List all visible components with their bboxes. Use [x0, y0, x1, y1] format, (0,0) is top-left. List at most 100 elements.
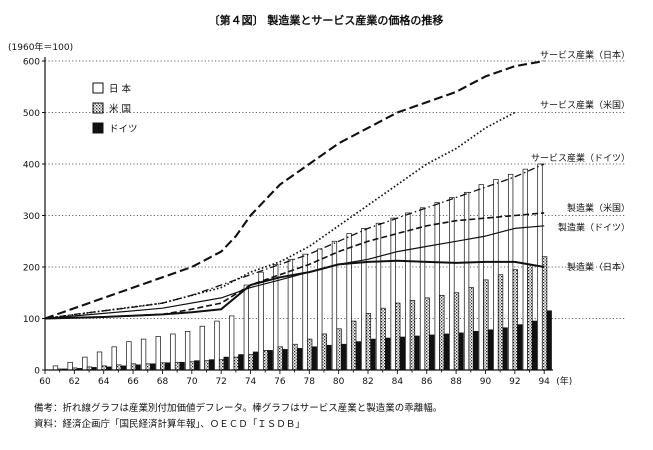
bar-ドイツ-92: [517, 324, 523, 371]
line-サービス産業-日本: [44, 59, 545, 320]
bar-米国-66: [130, 363, 137, 371]
bar-米国-86: [424, 297, 430, 371]
bar-米国-64: [101, 365, 107, 371]
bar-ドイツ-77: [296, 348, 303, 371]
bar-米国-69: [174, 361, 181, 371]
y-tick-label-200: 200: [23, 264, 40, 274]
bar-米国-85: [409, 300, 416, 371]
y-tick-label-0: 0: [34, 367, 40, 377]
bar-米国-94: [541, 256, 548, 371]
y-tick-label-400: 400: [23, 161, 40, 171]
bar-ドイツ-74: [252, 351, 259, 371]
line-series-group: [44, 59, 545, 320]
x-tick-label-66: 66: [127, 377, 139, 387]
bar-ドイツ-72: [223, 356, 229, 371]
bar-ドイツ-91: [502, 327, 508, 371]
series-label-製造業-米国: 製造業（米国）: [567, 202, 630, 214]
bar-ドイツ-75: [267, 350, 273, 371]
bar-米国-78: [307, 338, 313, 371]
bar-米国-76: [277, 346, 283, 371]
bar-日本-80: [331, 240, 338, 371]
bar-米国-79: [321, 333, 328, 371]
bar-日本-83: [375, 222, 382, 371]
bar-日本-67: [140, 338, 147, 371]
line-サービス産業-ドイツ: [44, 163, 545, 320]
bar-日本-92: [507, 173, 514, 371]
bar-ドイツ-70: [194, 360, 200, 371]
series-label-製造業-ドイツ: 製造業（ドイツ）: [558, 221, 630, 233]
bar-日本-91: [493, 179, 499, 371]
bar-series-group: [52, 163, 552, 371]
x-tick-label-72: 72: [215, 377, 226, 387]
bar-ドイツ-73: [238, 354, 244, 371]
bar-米国-81: [351, 320, 357, 371]
bar-ドイツ-78: [311, 346, 317, 371]
x-tick-label-74: 74: [245, 377, 257, 387]
x-tick-label-88: 88: [450, 377, 462, 387]
series-label-group: サービス産業（日本） サービス産業（米国） サービス産業（ドイツ） 製造業（米国） 製造…: [531, 49, 630, 273]
bar-米国-67: [145, 363, 151, 371]
bar-ドイツ-67: [150, 363, 156, 371]
bar-ドイツ-76: [282, 349, 288, 371]
y-tick-label-100: 100: [23, 315, 40, 325]
bar-ドイツ-68: [164, 362, 171, 371]
bar-ドイツ-69: [179, 361, 185, 371]
bar-米国-91: [497, 274, 504, 371]
bar-米国-70: [189, 361, 195, 371]
bar-ドイツ-94: [546, 310, 552, 371]
legend-label-日本: 日 本: [109, 83, 132, 95]
legend-label-ドイツ: ドイツ: [109, 124, 138, 135]
bar-ドイツ-87: [443, 333, 450, 371]
bar-日本-71: [199, 325, 205, 371]
bar-日本-87: [434, 202, 440, 371]
line-製造業-日本: [44, 259, 545, 320]
bar-日本-84: [390, 217, 396, 371]
bar-日本-61: [52, 365, 59, 371]
bar-日本-89: [463, 191, 470, 371]
bar-米国-82: [365, 313, 372, 371]
bar-日本-86: [419, 207, 426, 371]
bar-ドイツ-85: [414, 335, 420, 371]
bar-日本-66: [126, 341, 132, 371]
bar-日本-85: [405, 212, 411, 371]
x-tick-label-76: 76: [274, 377, 286, 387]
bar-米国-87: [439, 294, 445, 371]
bar-米国-65: [116, 364, 122, 371]
bar-日本-64: [96, 351, 103, 371]
bar-日本-78: [302, 253, 308, 371]
bar-ドイツ-81: [355, 341, 361, 371]
bar-米国-71: [204, 360, 210, 371]
bar-ドイツ-82: [370, 338, 376, 371]
bar-ドイツ-66: [135, 364, 141, 371]
chart-title: 〔第４図〕 製造業とサービス産業の価格の推移: [209, 13, 444, 27]
x-tick-label-94: 94: [538, 377, 550, 387]
bar-日本-72: [214, 320, 220, 371]
series-label-サービス産業-米国: サービス産業（米国）: [540, 99, 630, 111]
y-tick-label-300: 300: [23, 212, 40, 222]
bar-米国-89: [468, 287, 474, 371]
bar-米国-90: [483, 279, 489, 371]
bar-ドイツ-86: [429, 334, 435, 371]
bar-米国-84: [395, 302, 401, 371]
legend-swatch-ドイツ: [92, 122, 104, 134]
bar-米国-77: [292, 343, 298, 371]
x-tick-label-60: 60: [39, 377, 51, 387]
x-tick-label-62: 62: [69, 377, 80, 387]
bar-米国-80: [336, 328, 342, 371]
bar-ドイツ-79: [326, 344, 332, 371]
bar-日本-75: [258, 271, 264, 371]
y-tick-label-600: 600: [23, 58, 40, 68]
bar-米国-68: [160, 362, 166, 371]
bar-日本-62: [67, 361, 73, 371]
bar-米国-75: [262, 350, 269, 371]
series-label-製造業-日本: 製造業（日本）: [567, 261, 630, 273]
bar-ドイツ-83: [385, 337, 391, 371]
legend-label-米国: 米 国: [109, 103, 131, 115]
bar-ドイツ-71: [208, 359, 215, 371]
source-note: 資料：経済企画庁「国民経済計算年報」、ＯＥＣＤ「ＩＳＤＢ」: [34, 419, 305, 430]
bar-日本-79: [317, 248, 323, 371]
x-tick-label-80: 80: [333, 377, 345, 387]
bar-日本-93: [522, 168, 528, 371]
